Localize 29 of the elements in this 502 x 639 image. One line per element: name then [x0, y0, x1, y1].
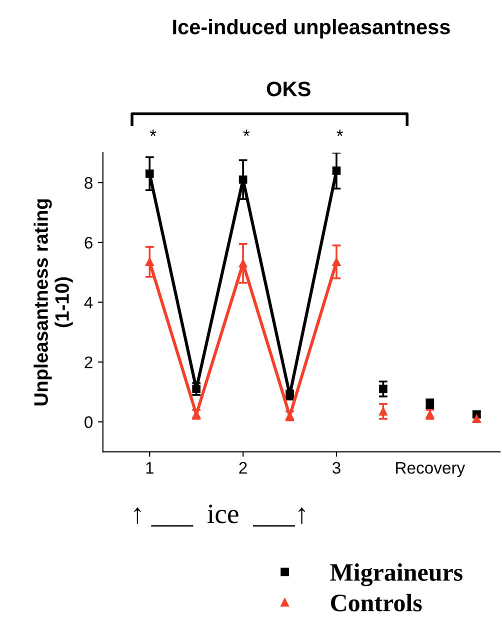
point — [192, 384, 201, 394]
point — [145, 169, 154, 178]
x-tick-label: 1 — [146, 462, 154, 474]
point — [379, 407, 388, 416]
legend-label: Controls — [331, 594, 422, 612]
y-tick-label: 6 — [84, 236, 92, 249]
x-tick-label: 3 — [332, 462, 340, 474]
point — [238, 175, 248, 184]
y-tick-label: 2 — [84, 356, 92, 368]
legend-label: Migraineurs — [330, 563, 462, 586]
point — [426, 410, 434, 419]
point — [145, 258, 154, 266]
x-tick-label: Recovery — [396, 462, 466, 478]
text: * — [336, 130, 344, 136]
y-axis-title: Unpleasantness rating (1-10) — [34, 199, 73, 406]
y-tick-label: 8 — [84, 177, 92, 189]
text: * — [150, 130, 156, 136]
text: OKS — [266, 82, 310, 96]
point — [379, 384, 388, 394]
point — [332, 166, 341, 175]
text: ↑ ___ ice ___↑ — [134, 504, 306, 527]
y-tick-label: 0 — [84, 416, 93, 428]
text: * — [243, 130, 250, 136]
chart-title: Ice-induced unpleasantness — [173, 19, 450, 38]
point — [238, 259, 248, 268]
x-tick-label: 2 — [239, 462, 247, 474]
point — [426, 400, 434, 408]
point — [332, 258, 341, 266]
y-tick-label: 4 — [84, 296, 93, 308]
